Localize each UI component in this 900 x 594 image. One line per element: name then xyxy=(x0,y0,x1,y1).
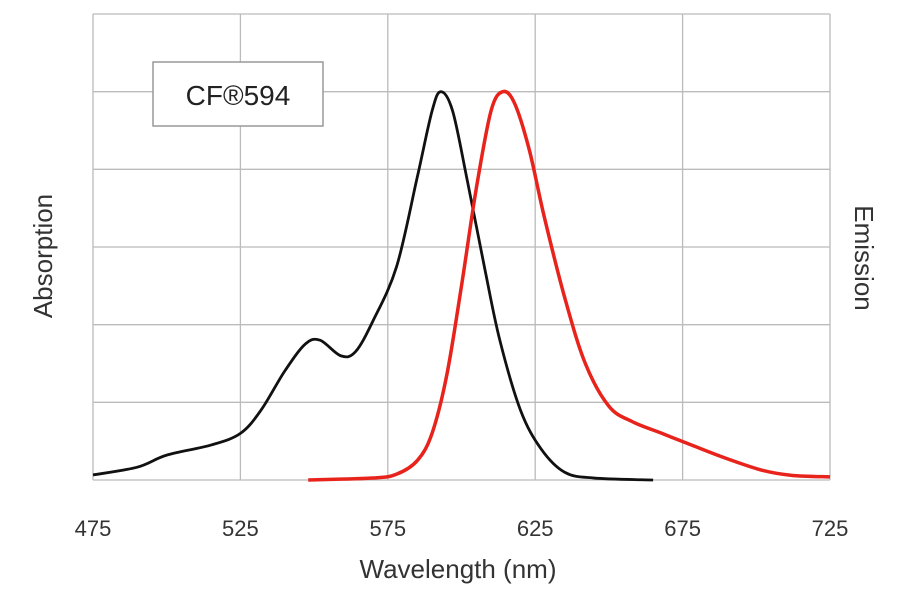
series-group xyxy=(92,89,831,482)
x-axis-label: Wavelength (nm) xyxy=(360,554,557,584)
x-tick-label: 675 xyxy=(664,516,701,541)
y-axis-label-left: Absorption xyxy=(28,194,58,318)
x-tick-label: 475 xyxy=(75,516,112,541)
x-ticks: 475 525 575 625 675 725 xyxy=(75,516,849,541)
x-tick-label: 625 xyxy=(517,516,554,541)
absorption-line xyxy=(92,90,654,482)
x-tick-label: 725 xyxy=(812,516,849,541)
legend-box xyxy=(152,61,324,127)
x-tick-label: 525 xyxy=(222,516,259,541)
x-tick-label: 575 xyxy=(369,516,406,541)
emission-line xyxy=(308,89,831,482)
legend-text: CF®594 xyxy=(186,80,291,111)
y-axis-label-right: Emission xyxy=(849,205,879,310)
